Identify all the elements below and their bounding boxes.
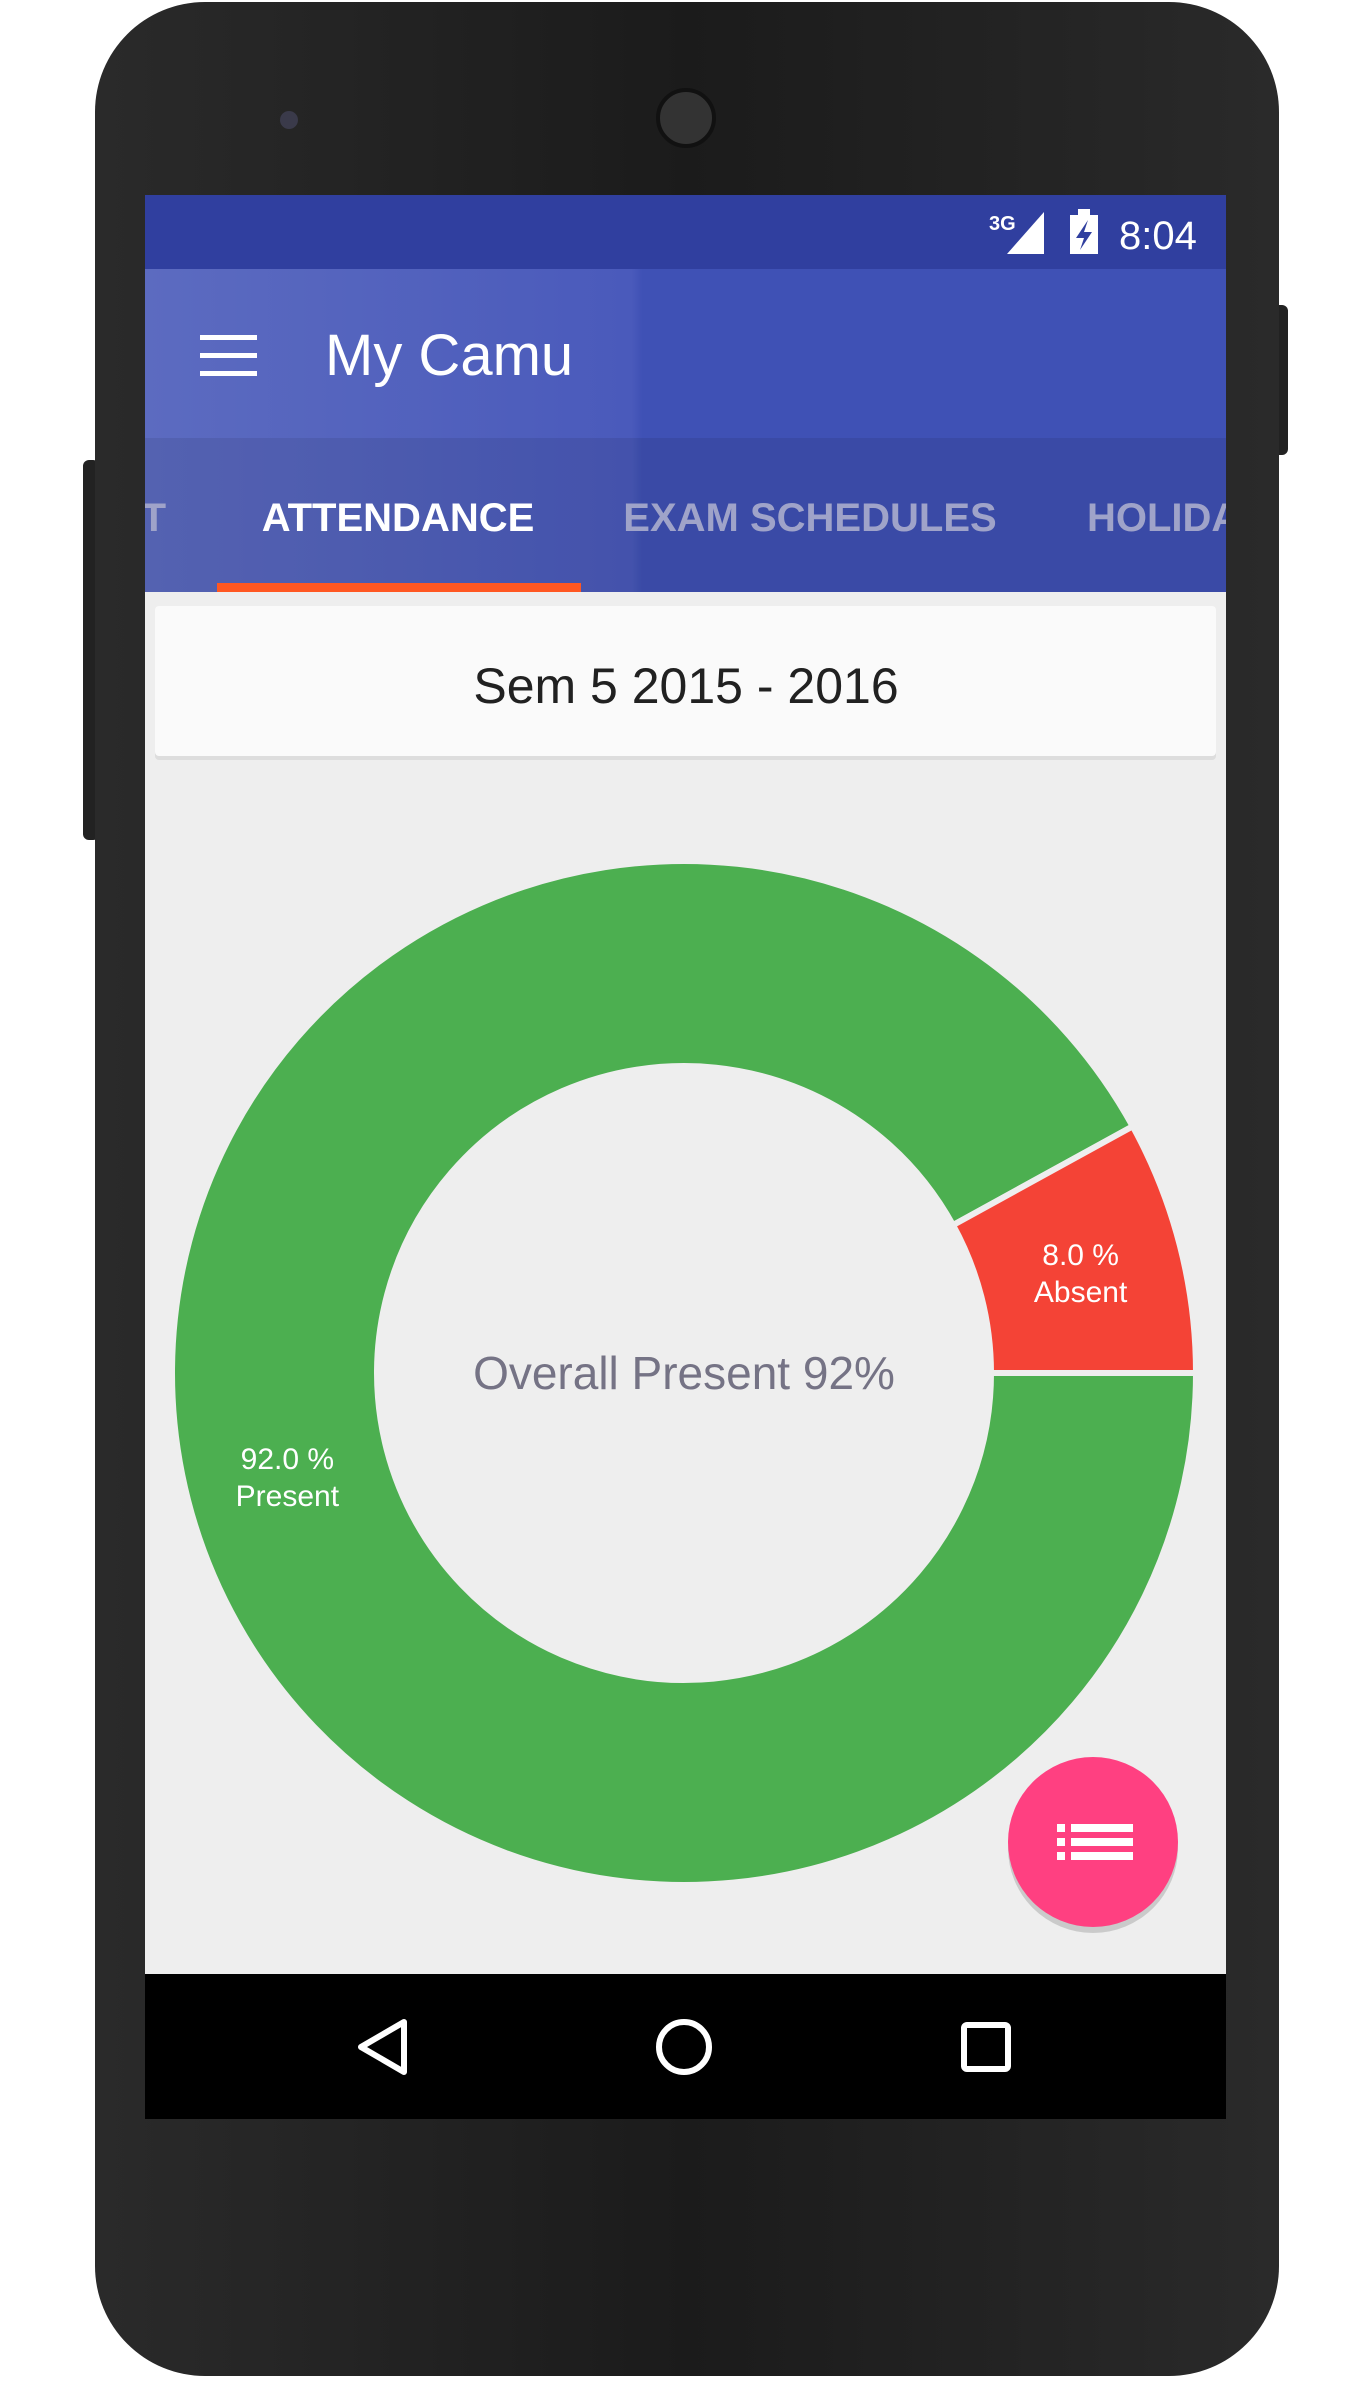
icon-part	[1057, 1852, 1065, 1860]
tab[interactable]: EXAM SCHEDULES	[623, 496, 996, 540]
donut-chart: 92.0 % Present 8.0 % Absent Overall Present …	[169, 857, 1200, 1888]
icon-part	[1057, 1838, 1065, 1846]
slice-category-label: Absent	[1034, 1276, 1128, 1309]
back-button[interactable]	[358, 2019, 407, 2075]
app-title: My Camu	[325, 323, 573, 388]
signal-icon	[1007, 212, 1044, 254]
donut-slice	[948, 1122, 1200, 1376]
tab-active[interactable]: ATTENDANCE	[262, 496, 535, 540]
nav-bar	[145, 1974, 1226, 2119]
speaker	[656, 88, 716, 148]
icon-part	[1071, 1824, 1133, 1832]
center-label: Overall Present 92%	[473, 1347, 895, 1399]
app-bar	[145, 269, 1226, 592]
menu-icon[interactable]	[200, 335, 257, 376]
semester-label: Sem 5 2015 - 2016	[473, 658, 898, 714]
battery-tip	[1078, 209, 1090, 216]
camera	[280, 111, 298, 129]
charging-bolt	[1076, 220, 1092, 250]
status-bar	[145, 195, 1226, 269]
network-label: 3G	[989, 213, 1016, 235]
selector-card[interactable]	[155, 606, 1216, 756]
slice-value-label: 8.0 %	[1042, 1239, 1119, 1272]
menu-line	[200, 353, 257, 358]
home-button[interactable]	[656, 2019, 712, 2075]
tab-bar	[145, 438, 1226, 592]
clock: 8:04	[1119, 214, 1197, 258]
list-icon	[1057, 1824, 1133, 1860]
icon-part	[1071, 1838, 1133, 1846]
icon-part	[1071, 1852, 1133, 1860]
recents-button[interactable]	[961, 2022, 1011, 2072]
tab[interactable]: T	[142, 496, 166, 540]
donut-slice	[169, 857, 1200, 1888]
menu-line	[200, 371, 257, 376]
screen: 3G 8:04 My Camu T ATTENDANCE EXAM SCHEDU…	[142, 195, 1240, 2119]
slice-category-label: Present	[236, 1480, 340, 1513]
tab-indicator	[217, 583, 581, 592]
menu-line	[200, 335, 257, 340]
tab[interactable]: HOLIDA	[1087, 496, 1240, 540]
icon-part	[1057, 1824, 1065, 1832]
slice-value-label: 92.0 %	[241, 1443, 334, 1476]
